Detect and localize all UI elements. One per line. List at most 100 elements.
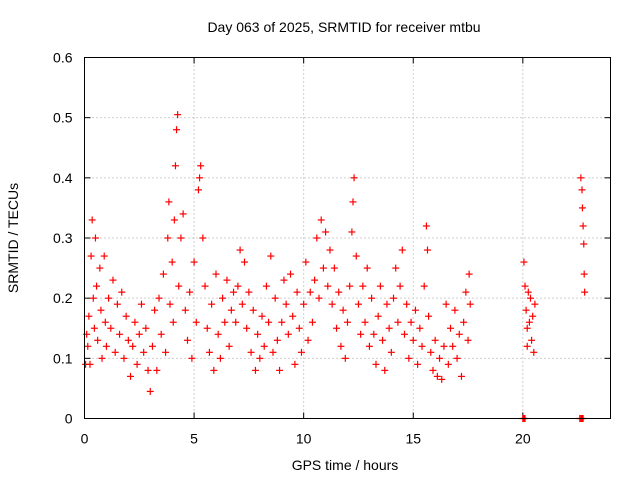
data-point [98, 354, 106, 362]
data-point [260, 342, 268, 350]
data-point [97, 306, 105, 314]
data-point [529, 312, 537, 320]
data-point [212, 270, 220, 278]
data-point [127, 372, 135, 380]
data-point [376, 282, 384, 290]
data-point [219, 294, 227, 302]
data-point [201, 282, 209, 290]
data-point [267, 252, 275, 260]
data-point [196, 174, 204, 182]
data-point [464, 336, 472, 344]
data-point [324, 282, 332, 290]
y-tick-label: 0.4 [53, 170, 73, 186]
data-point [346, 282, 354, 290]
data-point [352, 252, 360, 260]
y-tick-label: 0 [65, 411, 73, 427]
x-tick-label: 5 [190, 431, 198, 447]
y-axis-label: SRMTID / TECUs [5, 183, 21, 293]
data-point [453, 354, 461, 362]
data-point [335, 288, 343, 296]
data-point [168, 258, 176, 266]
data-point [522, 306, 530, 314]
data-point [262, 282, 270, 290]
data-point [451, 306, 459, 314]
data-point [394, 318, 402, 326]
data-point [433, 372, 441, 380]
data-point [390, 294, 398, 302]
data-point [420, 282, 428, 290]
data-point [129, 342, 137, 350]
data-point [291, 360, 299, 368]
data-point [531, 300, 539, 308]
data-point [155, 294, 163, 302]
data-point [442, 300, 450, 308]
data-point [116, 330, 124, 338]
data-point [524, 288, 532, 296]
data-point [337, 342, 345, 350]
data-point [93, 282, 101, 290]
data-point [238, 300, 246, 308]
data-point [88, 216, 96, 224]
data-point [581, 288, 589, 296]
data-point [374, 312, 382, 320]
data-point [523, 342, 531, 350]
data-point [140, 348, 148, 356]
data-point [118, 288, 126, 296]
data-point [425, 312, 433, 320]
data-point [520, 258, 528, 266]
data-point [348, 228, 356, 236]
data-point [94, 336, 102, 344]
data-point [363, 264, 371, 272]
data-point [85, 312, 93, 320]
data-point [131, 318, 139, 326]
x-tick-label: 20 [515, 431, 531, 447]
data-point [227, 306, 235, 314]
data-point [304, 336, 312, 344]
data-point [370, 330, 378, 338]
data-point [361, 318, 369, 326]
data-point [120, 354, 128, 362]
data-point [328, 300, 336, 308]
data-point [153, 366, 161, 374]
data-point [96, 264, 104, 272]
data-point [175, 282, 183, 290]
data-point [444, 360, 452, 368]
data-point [414, 360, 422, 368]
x-axis-label: GPS time / hours [292, 457, 399, 473]
data-point [455, 330, 463, 338]
data-point [577, 174, 585, 182]
data-point [223, 276, 231, 284]
data-point [465, 270, 473, 278]
data-point [186, 288, 194, 296]
data-point [330, 264, 338, 272]
data-point [101, 318, 109, 326]
data-points [82, 111, 589, 422]
data-point [100, 252, 108, 260]
data-point [284, 330, 292, 338]
data-point [181, 306, 189, 314]
data-point [311, 276, 319, 284]
data-point [258, 312, 266, 320]
data-point [322, 228, 330, 236]
data-point [205, 348, 213, 356]
data-point [179, 210, 187, 218]
data-point [208, 300, 216, 308]
data-point [379, 336, 387, 344]
data-point [102, 342, 110, 350]
data-point [214, 330, 222, 338]
data-point [86, 360, 94, 368]
data-point [159, 270, 167, 278]
data-point [135, 330, 143, 338]
data-point [111, 348, 119, 356]
data-point [523, 324, 531, 332]
data-point [350, 174, 358, 182]
data-point [199, 234, 207, 242]
data-point [368, 294, 376, 302]
data-point [177, 234, 185, 242]
data-point [403, 300, 411, 308]
data-point [308, 318, 316, 326]
data-point [400, 330, 408, 338]
data-point [162, 348, 170, 356]
data-point [282, 300, 290, 308]
data-point [383, 300, 391, 308]
